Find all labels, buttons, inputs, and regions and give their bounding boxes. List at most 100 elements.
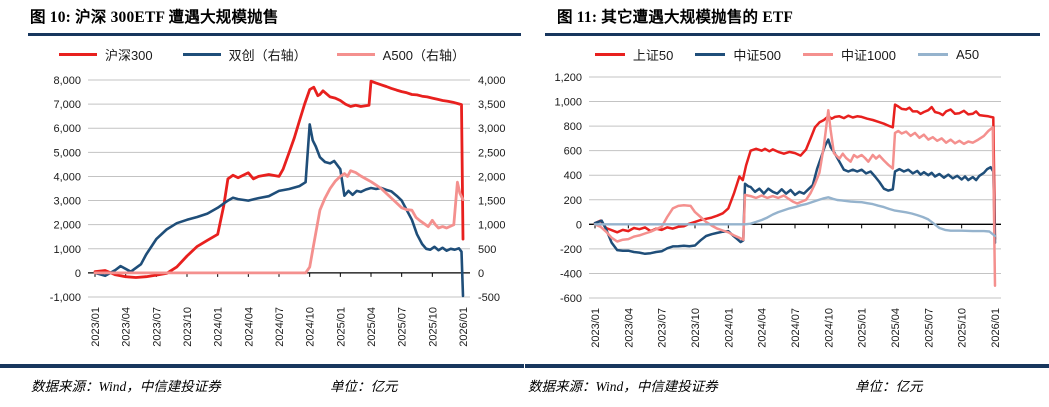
x-axis-label: 2025/10 — [427, 307, 439, 347]
right-y-axis-label: 2,500 — [478, 147, 506, 159]
data-source: 数据来源：Wind，中信建投证券 — [528, 379, 718, 394]
right-y-axis-label: 0 — [478, 268, 484, 280]
data-source: 数据来源：Wind，中信建投证券 — [31, 379, 221, 394]
legend-label: A50 — [955, 46, 980, 62]
y-axis-label: 1,200 — [554, 72, 582, 84]
x-axis-label: 2024/07 — [790, 308, 802, 348]
legend-item: A50 — [917, 46, 980, 62]
x-axis-label: 2025/01 — [335, 307, 347, 347]
legend-item: 双创（右轴） — [182, 45, 307, 64]
right-y-axis-label: 2,000 — [478, 171, 506, 183]
x-axis-label: 2023/04 — [623, 308, 635, 348]
y-axis-label: 7,000 — [53, 99, 81, 111]
legend-label: 中证1000 — [841, 47, 896, 63]
y-axis-label: 600 — [564, 146, 582, 158]
legend-label: 双创（右轴） — [228, 47, 307, 63]
y-axis-label: 400 — [564, 170, 582, 182]
legend-line-swatch — [182, 52, 221, 56]
x-axis-label: 2025/01 — [857, 308, 869, 348]
figure-11-line-chart: 1,200 1,000 800 600 400 200 0 -200 -400 -600 2023/… — [554, 72, 1002, 348]
x-axis-label: 2025/07 — [397, 307, 409, 347]
figure-10-footer: 数据来源：Wind，中信建投证券 单位：亿元 — [0, 375, 524, 395]
legend-line-swatch — [336, 52, 375, 56]
legend-item: 中证500 — [695, 45, 781, 64]
legend-line-swatch — [594, 52, 625, 56]
legend-line-swatch — [917, 52, 948, 56]
y-axis-label: -200 — [560, 244, 582, 256]
figure-11-panel: 图 11: 其它遭遇大规模抛售的 ETF 上证50 中证500 中证1000 A50 … — [525, 0, 1049, 407]
figure-11-footer: 数据来源：Wind，中信建投证券 单位：亿元 — [525, 375, 1049, 395]
x-axis-label: 2023/10 — [690, 308, 702, 348]
y-axis-label: 800 — [564, 121, 582, 133]
legend-line-swatch — [58, 52, 97, 56]
x-axis-label: 2023/07 — [657, 308, 669, 348]
footer-rule — [0, 364, 524, 368]
y-axis-label: 200 — [564, 195, 582, 207]
series-上证50 — [593, 103, 997, 241]
series-中证1000 — [593, 108, 997, 287]
x-axis-label: 2023/01 — [590, 308, 602, 348]
y-axis-label: 1,000 — [53, 244, 81, 256]
figure-10-legend: 沪深300 双创（右轴） A500（右轴） — [0, 44, 524, 64]
y-axis-label: 4,000 — [53, 171, 81, 183]
right-y-axis-label: -500 — [478, 292, 500, 304]
legend-item: 沪深300 — [58, 45, 153, 64]
legend-label: 沪深300 — [104, 47, 153, 63]
legend-item: 上证50 — [594, 45, 674, 64]
y-axis-label: 8,000 — [53, 75, 81, 87]
y-axis-label: 5,000 — [53, 147, 81, 159]
x-axis-label: 2025/04 — [366, 307, 378, 347]
x-axis-label: 2024/01 — [213, 307, 225, 347]
legend-item: 中证1000 — [803, 45, 896, 64]
x-axis-label: 2026/01 — [458, 307, 470, 347]
y-axis-label: -1,000 — [50, 292, 81, 304]
y-axis-label: 2,000 — [53, 220, 81, 232]
legend-line-swatch — [695, 52, 726, 56]
x-axis-label: 2023/10 — [182, 307, 194, 347]
series-沪深300 — [93, 79, 465, 279]
figure-10-title: 图 10: 沪深 300ETF 遭遇大规模抛售 — [30, 9, 279, 26]
x-axis-label: 2026/01 — [990, 308, 1002, 348]
x-axis-label: 2023/04 — [121, 307, 133, 347]
legend-label: 上证50 — [632, 47, 674, 63]
figure-10-panel: 图 10: 沪深 300ETF 遭遇大规模抛售 沪深300 双创（右轴） A500（… — [0, 0, 524, 407]
unit-label: 单位：亿元 — [855, 379, 923, 394]
x-axis-label: 2025/07 — [923, 308, 935, 348]
title-rule — [545, 33, 1040, 36]
series-A500（右轴） — [93, 169, 465, 275]
series-双创（右轴） — [93, 123, 465, 298]
x-axis-label: 2024/01 — [723, 308, 735, 348]
unit-label: 单位：亿元 — [330, 379, 398, 394]
legend-item: A500（右轴） — [336, 45, 466, 64]
x-axis-label: 2024/10 — [823, 308, 835, 348]
x-axis-label: 2025/10 — [957, 308, 969, 348]
y-axis-label: -600 — [560, 293, 582, 305]
figure-11-title: 图 11: 其它遭遇大规模抛售的 ETF — [557, 9, 794, 26]
x-axis-label: 2025/04 — [890, 308, 902, 348]
x-axis-label: 2024/04 — [243, 307, 255, 347]
x-axis-label: 2023/01 — [90, 307, 102, 347]
right-y-axis-label: 3,500 — [478, 99, 506, 111]
legend-label: 中证500 — [733, 47, 782, 63]
figure-10-line-chart: 8,000 7,000 6,000 5,000 4,000 3,000 2,000 1,000… — [50, 75, 506, 347]
y-axis-label: 6,000 — [53, 123, 81, 135]
y-axis-label: 0 — [576, 219, 582, 231]
y-axis-label: 3,000 — [53, 196, 81, 208]
x-axis-label: 2024/10 — [305, 307, 317, 347]
series-A50 — [593, 196, 997, 238]
title-rule — [28, 33, 521, 36]
legend-label: A500（右轴） — [382, 47, 466, 63]
right-y-axis-label: 500 — [478, 244, 496, 256]
series-中证500 — [593, 138, 997, 256]
x-axis-label: 2024/04 — [757, 308, 769, 348]
right-y-axis-label: 1,500 — [478, 196, 506, 208]
x-axis-label: 2024/07 — [274, 307, 286, 347]
x-axis-label: 2023/07 — [151, 307, 163, 347]
y-axis-label: 1,000 — [554, 97, 582, 109]
figure-11-legend: 上证50 中证500 中证1000 A50 — [525, 44, 1049, 64]
y-axis-label: -400 — [560, 268, 582, 280]
footer-rule — [525, 364, 1049, 368]
y-axis-label: 0 — [75, 268, 81, 280]
right-y-axis-label: 1,000 — [478, 220, 506, 232]
